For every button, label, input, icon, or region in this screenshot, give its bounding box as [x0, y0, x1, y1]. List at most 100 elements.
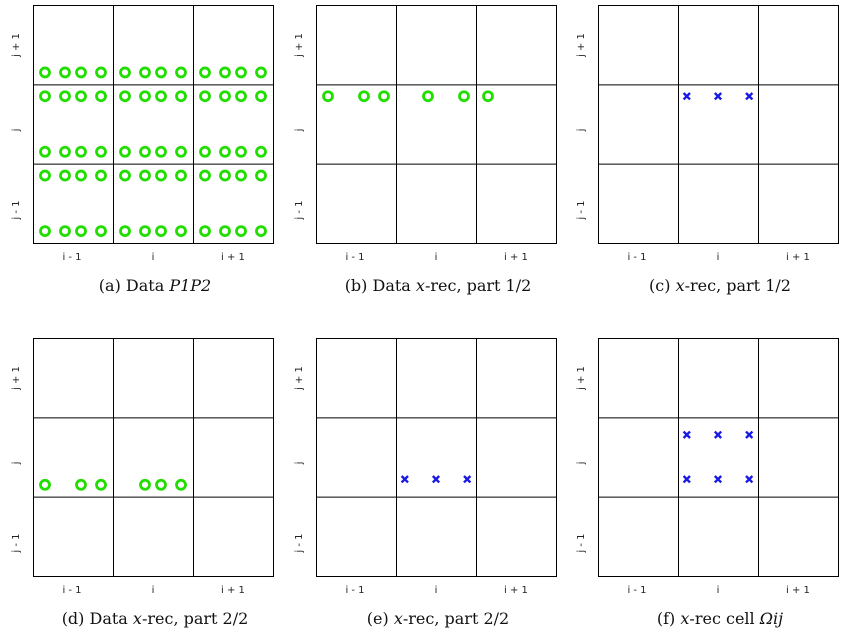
cross-stroke	[682, 475, 691, 484]
caption-label: (d)	[62, 609, 90, 628]
row-tick-label: j - 1	[576, 533, 587, 553]
reconstruction-point-cross	[713, 430, 723, 439]
data-point-circle	[39, 225, 51, 238]
cross-stroke	[713, 475, 723, 484]
data-point-circle	[219, 90, 231, 103]
row-tick-label: j + 1	[11, 366, 22, 391]
row-tick-label: j - 1	[576, 200, 587, 220]
caption-label: (c)	[649, 276, 676, 295]
cross-stroke	[463, 475, 472, 484]
data-point-circle	[155, 169, 167, 182]
caption-label: (f)	[657, 609, 681, 628]
data-point-circle	[95, 90, 107, 103]
cross-stroke	[431, 475, 441, 484]
data-point-circle	[75, 478, 87, 491]
cross-stroke	[745, 430, 754, 439]
col-tick-label: i + 1	[786, 252, 810, 263]
data-point-circle	[139, 169, 151, 182]
data-point-circle	[155, 66, 167, 79]
caption-rest-text: -rec cell	[689, 609, 759, 628]
data-point-circle	[59, 225, 71, 238]
reconstruction-point-cross	[682, 92, 691, 101]
data-point-circle	[255, 145, 267, 158]
data-point-circle	[175, 90, 187, 103]
reconstruction-point-cross	[682, 475, 691, 484]
reconstruction-point-cross	[713, 475, 723, 484]
data-point-circle	[75, 225, 87, 238]
panel-frame	[33, 338, 274, 577]
row-tick-label: j	[11, 129, 22, 133]
row-tick-label: j + 1	[576, 366, 587, 391]
caption-text-text: Data	[90, 609, 133, 628]
data-point-circle	[255, 90, 267, 103]
panel-d: i - 1 i i + 1 j + 1 j j - 1 (d) Data x-rec, pa…	[11, 338, 274, 628]
data-point-circle	[175, 145, 187, 158]
data-point-circle	[39, 478, 51, 491]
data-point-circle	[235, 145, 247, 158]
data-point-circle	[255, 66, 267, 79]
data-point-circle	[95, 66, 107, 79]
data-point-circle	[39, 145, 51, 158]
panel-frame	[598, 338, 839, 577]
col-tick-label: i - 1	[62, 585, 81, 596]
col-tick-label: i - 1	[627, 585, 646, 596]
col-tick-label: i	[717, 252, 720, 263]
panel-e: i - 1 i i + 1 j + 1 j j - 1 (e) x-rec, part 2/…	[294, 338, 557, 628]
row-tick-label: j - 1	[294, 200, 305, 220]
data-point-circle	[199, 225, 211, 238]
caption-math-text: x	[416, 276, 425, 295]
panel-caption: (a) Data P1P2	[99, 276, 211, 295]
panel-caption: (f) x-rec cell Ωij	[657, 609, 783, 628]
caption-math-text: x	[680, 609, 689, 628]
panel-frame	[316, 338, 557, 577]
data-point-circle	[235, 225, 247, 238]
data-point-circle	[119, 145, 131, 158]
col-tick-label: i + 1	[221, 252, 245, 263]
data-point-circle	[255, 169, 267, 182]
data-point-circle	[59, 169, 71, 182]
data-point-circle	[322, 90, 334, 103]
col-tick-label: i	[717, 585, 720, 596]
cross-stroke	[745, 92, 754, 101]
data-point-circle	[175, 225, 187, 238]
caption-rest-text: -rec, part 2/2	[142, 609, 248, 628]
data-point-circle	[235, 169, 247, 182]
data-point-circle	[199, 145, 211, 158]
caption-math-text: x	[676, 276, 685, 295]
data-point-circle	[139, 145, 151, 158]
data-point-circle	[199, 169, 211, 182]
data-point-circle	[95, 478, 107, 491]
caption-math-text: P1P2	[168, 276, 211, 295]
panel-caption: (c) x-rec, part 1/2	[649, 276, 791, 295]
data-point-circle	[175, 169, 187, 182]
data-point-circle	[422, 90, 434, 103]
col-tick-label: i + 1	[504, 252, 528, 263]
panel-caption: (e) x-rec, part 2/2	[367, 609, 509, 628]
data-point-circle	[219, 225, 231, 238]
panel-caption: (d) Data x-rec, part 2/2	[62, 609, 249, 628]
data-point-circle	[75, 66, 87, 79]
reconstruction-point-cross	[463, 475, 472, 484]
data-point-circle	[59, 145, 71, 158]
reconstruction-point-cross	[745, 475, 754, 484]
data-point-circle	[95, 145, 107, 158]
data-point-circle	[39, 169, 51, 182]
data-point-circle	[199, 66, 211, 79]
col-tick-label: i	[435, 585, 438, 596]
data-point-circle	[175, 66, 187, 79]
data-point-circle	[39, 66, 51, 79]
data-point-circle	[378, 90, 390, 103]
data-point-circle	[358, 90, 370, 103]
panel-frame	[598, 5, 839, 244]
reconstruction-point-cross	[431, 475, 441, 484]
row-tick-label: j - 1	[11, 200, 22, 220]
row-tick-label: j - 1	[294, 533, 305, 553]
reconstruction-point-cross	[713, 92, 723, 101]
col-tick-label: i + 1	[504, 585, 528, 596]
caption-text-text: Data	[126, 276, 169, 295]
data-point-circle	[255, 225, 267, 238]
caption-math-text: Ωij	[759, 609, 783, 628]
panel-b: i - 1 i i + 1 j + 1 j j - 1 (b) Data x-rec, pa…	[294, 5, 557, 295]
data-point-circle	[59, 90, 71, 103]
